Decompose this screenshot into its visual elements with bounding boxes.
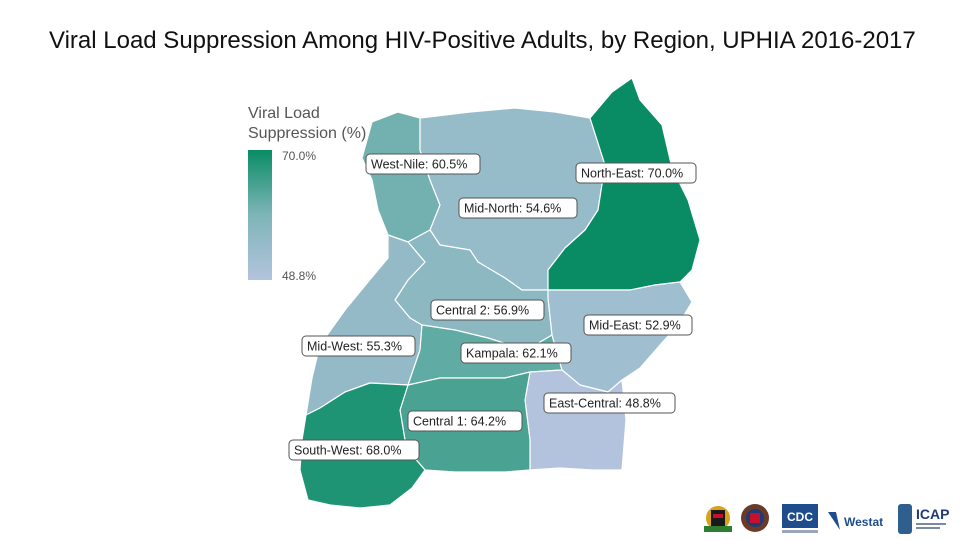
label-west-nile: West-Nile: 60.5% [365, 153, 481, 175]
svg-text:North-East: 70.0%: North-East: 70.0% [581, 167, 683, 181]
svg-text:Mid-North: 54.6%: Mid-North: 54.6% [464, 202, 561, 216]
svg-text:Central 2: 56.9%: Central 2: 56.9% [436, 304, 529, 318]
cdc-logo-text: CDC [787, 510, 813, 524]
cdc-logo: CDC [782, 504, 818, 533]
label-kampala: Kampala: 62.1% [460, 342, 572, 364]
westat-logo: Westat [828, 512, 883, 530]
label-mid-west: Mid-West: 55.3% [301, 335, 416, 357]
legend-max-label: 70.0% [282, 149, 316, 163]
partner-logos: CDC Westat ICAP [704, 504, 949, 534]
legend-title-line2: Suppression (%) [248, 125, 366, 142]
svg-text:Mid-East: 52.9%: Mid-East: 52.9% [589, 319, 681, 333]
region-mid-east [547, 281, 693, 393]
legend-color-ramp [248, 150, 272, 280]
svg-text:Mid-West: 55.3%: Mid-West: 55.3% [307, 340, 402, 354]
map-legend: Viral Load Suppression (%) 70.0% 48.8% [248, 105, 366, 283]
westat-logo-text: Westat [844, 515, 883, 529]
label-north-east: North-East: 70.0% [575, 162, 697, 184]
icap-logo-text: ICAP [916, 506, 949, 522]
label-east-central: East-Central: 48.8% [543, 392, 676, 414]
svg-text:West-Nile: 60.5%: West-Nile: 60.5% [371, 158, 467, 172]
svg-text:South-West: 68.0%: South-West: 68.0% [294, 444, 401, 458]
page-title: Viral Load Suppression Among HIV-Positiv… [49, 27, 916, 54]
label-central-1: Central 1: 64.2% [407, 410, 523, 432]
svg-text:Kampala: 62.1%: Kampala: 62.1% [466, 347, 558, 361]
pepfar-seal-logo [741, 504, 769, 532]
label-mid-north: Mid-North: 54.6% [458, 197, 578, 219]
legend-title-line1: Viral Load [248, 105, 320, 122]
svg-text:East-Central: 48.8%: East-Central: 48.8% [549, 397, 661, 411]
uganda-coat-of-arms-logo [704, 506, 732, 532]
legend-min-label: 48.8% [282, 269, 316, 283]
label-central-2: Central 2: 56.9% [430, 299, 545, 321]
svg-text:Central 1: 64.2%: Central 1: 64.2% [413, 415, 506, 429]
label-south-west: South-West: 68.0% [288, 439, 420, 461]
label-mid-east: Mid-East: 52.9% [583, 314, 693, 336]
icap-logo: ICAP [898, 504, 949, 534]
